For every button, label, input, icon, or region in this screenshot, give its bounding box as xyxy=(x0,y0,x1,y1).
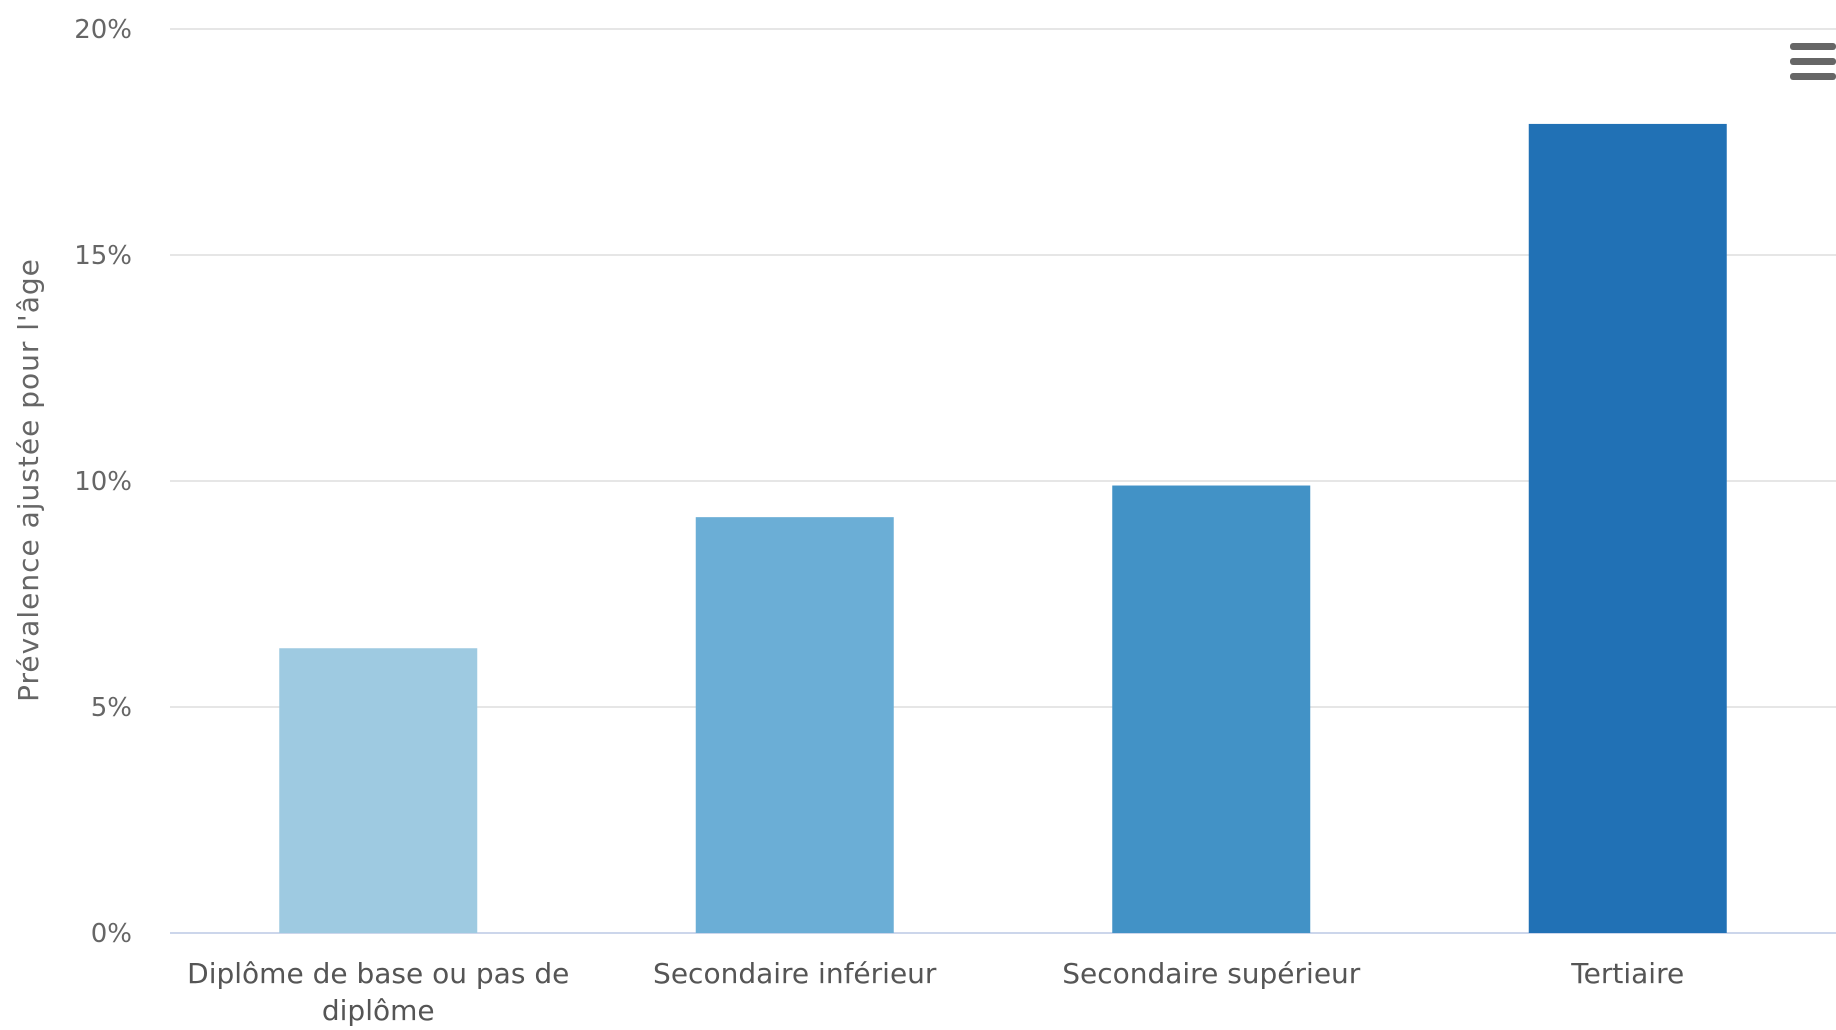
x-category-label: Secondaire supérieur xyxy=(1062,957,1361,990)
x-category-label: Diplôme de base ou pas de xyxy=(187,957,569,990)
y-tick-label: 10% xyxy=(74,467,132,497)
y-tick-label: 5% xyxy=(91,693,132,723)
bar[interactable] xyxy=(1112,485,1311,933)
x-category-label: Tertiaire xyxy=(1570,957,1684,990)
y-tick-label: 0% xyxy=(91,919,132,949)
x-category-label: diplôme xyxy=(322,994,435,1026)
bar[interactable] xyxy=(1528,123,1727,934)
bars xyxy=(279,123,1727,934)
chart-menu-button[interactable] xyxy=(1780,30,1836,86)
bar[interactable] xyxy=(279,648,478,933)
x-axis-categories: Diplôme de base ou pas de diplôme Secondai… xyxy=(187,957,1684,1027)
y-axis-ticks: 0% 5% 10% 15% 20% xyxy=(74,15,132,949)
y-tick-label: 15% xyxy=(74,241,132,271)
x-category-label: Secondaire inférieur xyxy=(653,957,937,990)
y-tick-label: 20% xyxy=(74,15,132,45)
y-axis-title: Prévalence ajustée pour l'âge xyxy=(12,258,45,702)
bar[interactable] xyxy=(695,517,894,933)
hamburger-menu-icon xyxy=(1790,43,1836,80)
